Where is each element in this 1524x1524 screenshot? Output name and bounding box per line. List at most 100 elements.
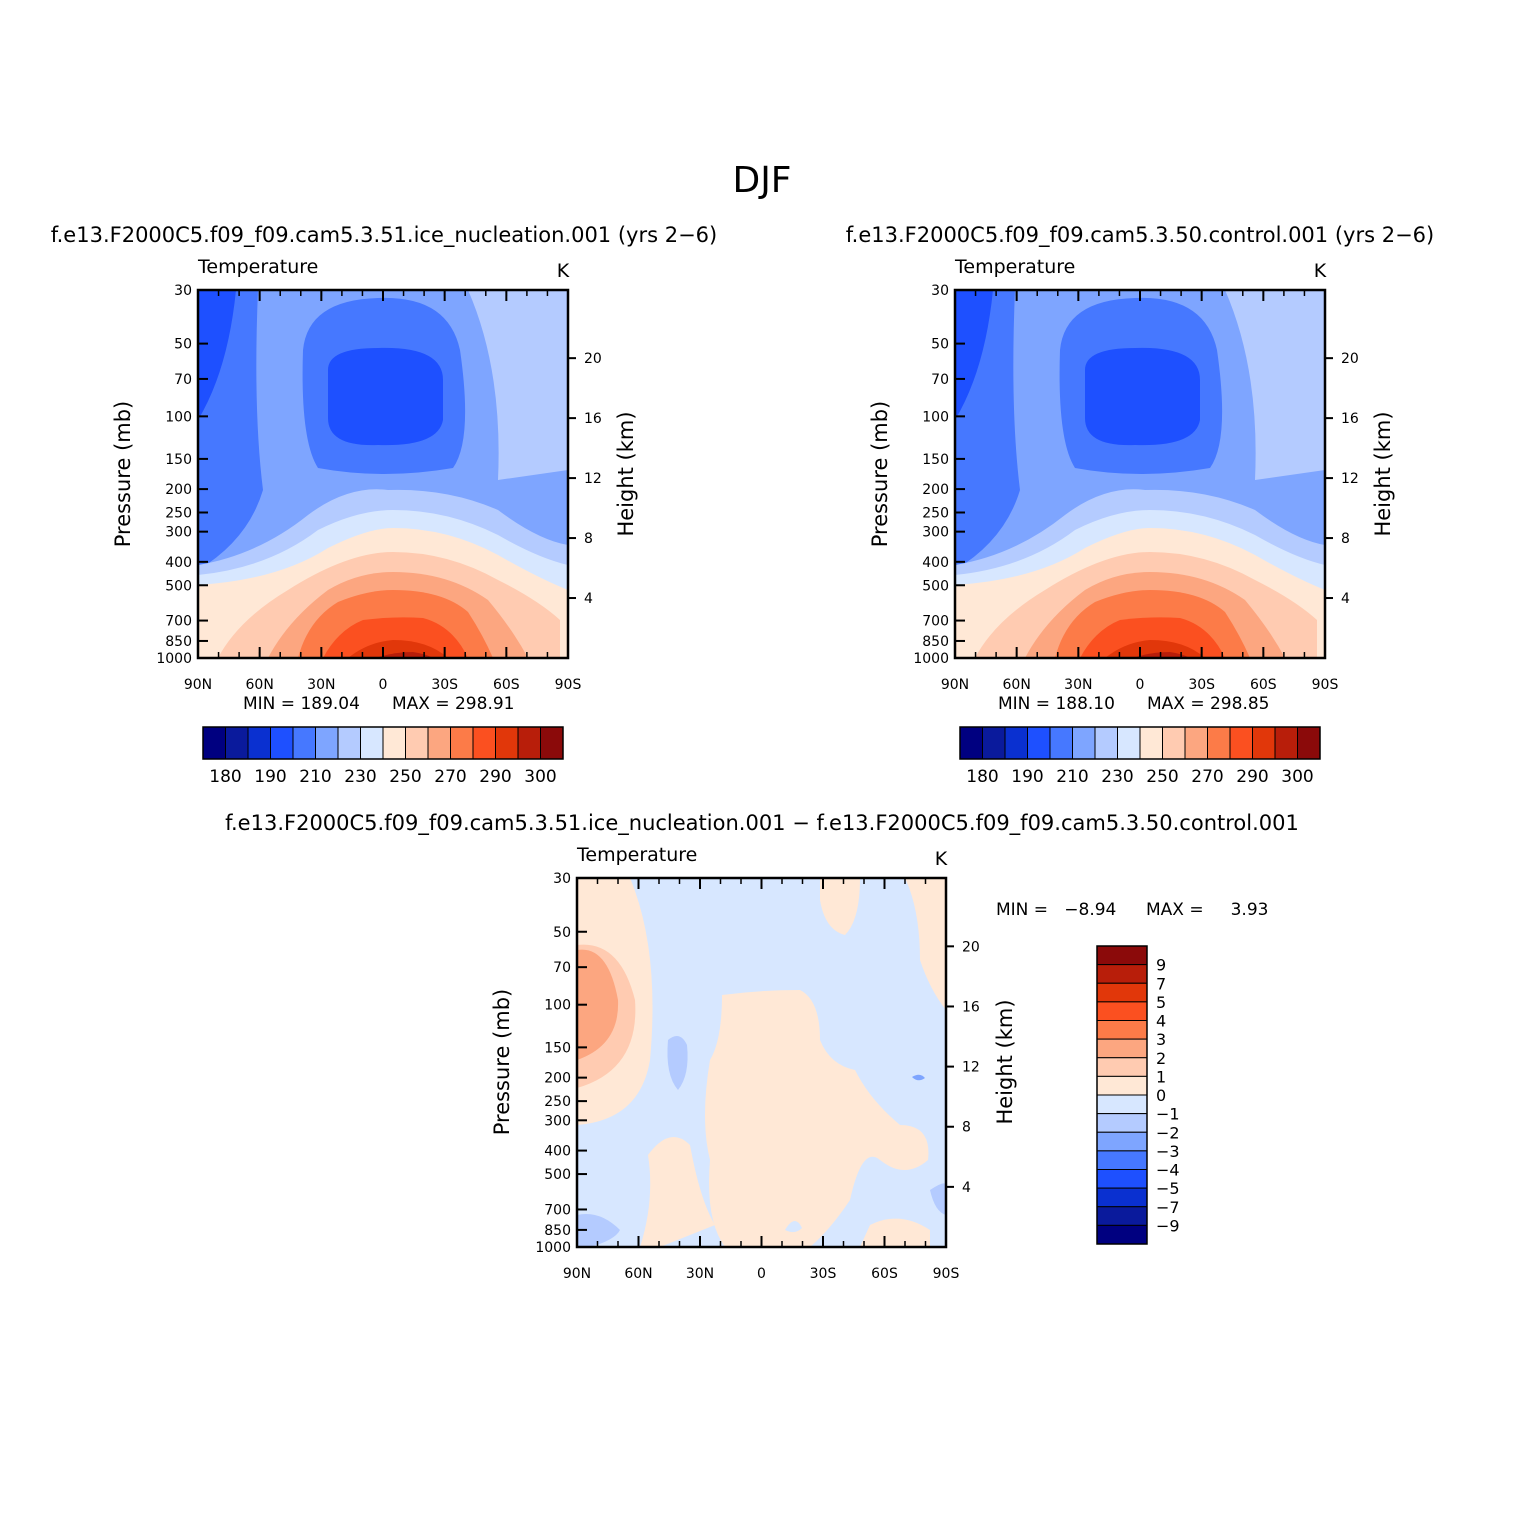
- y-tick-label: 150: [165, 452, 192, 468]
- y-tick-label: 400: [922, 555, 949, 571]
- colorbar-label: 3: [1156, 1030, 1166, 1049]
- colorbar-swatch: [427, 726, 451, 760]
- y-right-tick-label: 12: [962, 1060, 980, 1076]
- y-tick-label: 850: [544, 1223, 571, 1239]
- x-tick-label: 90N: [563, 1266, 591, 1282]
- x-tick-label: 60N: [246, 677, 274, 693]
- y-tick-label: 850: [922, 634, 949, 650]
- colorbar-swatch: [982, 726, 1006, 760]
- x-tick-label: 60S: [493, 677, 520, 693]
- variable-label: Temperature: [576, 844, 697, 866]
- colorbar-swatch: [202, 726, 226, 760]
- y-tick-label: 30: [553, 871, 571, 887]
- colorbar-swatch: [1096, 1094, 1148, 1115]
- y-tick-label: 250: [922, 506, 949, 522]
- y-tick-label: 200: [544, 1071, 571, 1087]
- y-right-tick-label: 4: [584, 591, 593, 607]
- colorbar-label: 1: [1156, 1067, 1166, 1086]
- x-tick-label: 90N: [941, 677, 969, 693]
- colorbar-swatch: [1096, 1224, 1148, 1245]
- x-tick-label: 90S: [555, 677, 582, 693]
- y-tick-label: 1000: [913, 651, 949, 667]
- y-tick-label: 100: [922, 409, 949, 425]
- colorbar-swatch: [1096, 1169, 1148, 1189]
- colorbar-swatch: [1096, 1057, 1148, 1077]
- colorbar-swatch: [1096, 1206, 1148, 1226]
- x-tick-label: 60S: [871, 1266, 898, 1282]
- x-tick-label: 30N: [307, 677, 335, 693]
- colorbar-swatch: [1096, 1113, 1148, 1133]
- colorbar-swatch: [1096, 1150, 1148, 1170]
- y-tick-label: 30: [174, 283, 192, 299]
- y-tick-label: 100: [544, 998, 571, 1014]
- y-tick-label: 70: [174, 372, 192, 388]
- x-tick-label: 0: [1136, 677, 1145, 693]
- colorbar-swatch: [1096, 982, 1148, 1003]
- colorbar-label: −1: [1156, 1105, 1180, 1124]
- y-right-tick-label: 16: [584, 411, 602, 427]
- y-tick-label: 1000: [156, 651, 192, 667]
- max-label: MAX = 298.85: [1147, 694, 1269, 714]
- colorbar-swatch: [382, 726, 406, 760]
- colorbar-label: 180: [966, 767, 998, 787]
- y-right-tick-label: 4: [1341, 591, 1350, 607]
- colorbar-swatch: [405, 726, 429, 760]
- y-tick-label: 200: [922, 482, 949, 498]
- panel-title: f.e13.F2000C5.f09_f09.cam5.3.51.ice_nucl…: [225, 811, 1299, 836]
- variable-label: Temperature: [954, 256, 1075, 278]
- colorbar-label: 250: [389, 767, 421, 787]
- colorbar-label: 270: [1191, 767, 1223, 787]
- y-right-tick-label: 4: [962, 1180, 971, 1196]
- colorbar-label: −2: [1156, 1123, 1180, 1142]
- colorbar-label: −7: [1156, 1198, 1180, 1217]
- colorbar-swatch: [1027, 726, 1051, 760]
- colorbar-swatch: [1096, 1131, 1148, 1152]
- y-right-tick-label: 8: [584, 531, 593, 547]
- min-label: MIN = −8.94: [996, 900, 1116, 920]
- x-tick-label: 90N: [184, 677, 212, 693]
- colorbar-swatch: [1229, 726, 1253, 760]
- colorbar-label: −5: [1156, 1179, 1180, 1198]
- colorbar-swatch: [472, 726, 496, 760]
- colorbar-swatch: [1096, 1038, 1148, 1059]
- y-axis-right-label: Height (km): [1371, 411, 1395, 536]
- colorbar-label: 190: [1011, 767, 1043, 787]
- y-right-tick-label: 12: [1341, 471, 1359, 487]
- colorbar-swatch: [1096, 1075, 1148, 1096]
- y-tick-label: 250: [544, 1094, 571, 1110]
- y-tick-label: 400: [544, 1144, 571, 1160]
- x-tick-label: 30S: [431, 677, 458, 693]
- y-tick-label: 700: [922, 614, 949, 630]
- y-tick-label: 400: [165, 555, 192, 571]
- panel-ice-nucleation: f.e13.F2000C5.f09_f09.cam5.3.51.ice_nucl…: [51, 223, 717, 787]
- colorbar-swatch: [959, 726, 983, 760]
- units-label: K: [935, 848, 948, 870]
- units-label: K: [557, 260, 570, 282]
- colorbar-swatch: [1096, 1187, 1148, 1208]
- y-axis-label: Pressure (mb): [490, 989, 514, 1136]
- y-right-tick-label: 20: [584, 351, 602, 367]
- colorbar-swatch: [1274, 726, 1298, 760]
- colorbar-label: 0: [1156, 1086, 1166, 1105]
- y-tick-label: 850: [165, 634, 192, 650]
- x-tick-label: 60N: [1003, 677, 1031, 693]
- y-axis-right-label: Height (km): [614, 411, 638, 536]
- colorbar-swatch: [1297, 726, 1321, 760]
- colorbar-swatch: [1252, 726, 1276, 760]
- colorbar-label: 250: [1146, 767, 1178, 787]
- units-label: K: [1314, 260, 1327, 282]
- colorbar-label: 5: [1156, 993, 1166, 1012]
- colorbar-swatch: [1072, 726, 1096, 760]
- colorbar-swatch: [1096, 964, 1148, 984]
- y-right-tick-label: 12: [584, 471, 602, 487]
- x-tick-label: 0: [757, 1266, 766, 1282]
- y-tick-label: 70: [931, 372, 949, 388]
- colorbar-label: 300: [524, 767, 556, 787]
- x-tick-label: 60S: [1250, 677, 1277, 693]
- colorbar-swatch: [1139, 726, 1163, 760]
- colorbar-label: 230: [344, 767, 376, 787]
- y-tick-label: 500: [165, 578, 192, 594]
- y-right-tick-label: 8: [1341, 531, 1350, 547]
- contour-field: [955, 290, 1325, 658]
- min-label: MIN = 188.10: [998, 694, 1115, 714]
